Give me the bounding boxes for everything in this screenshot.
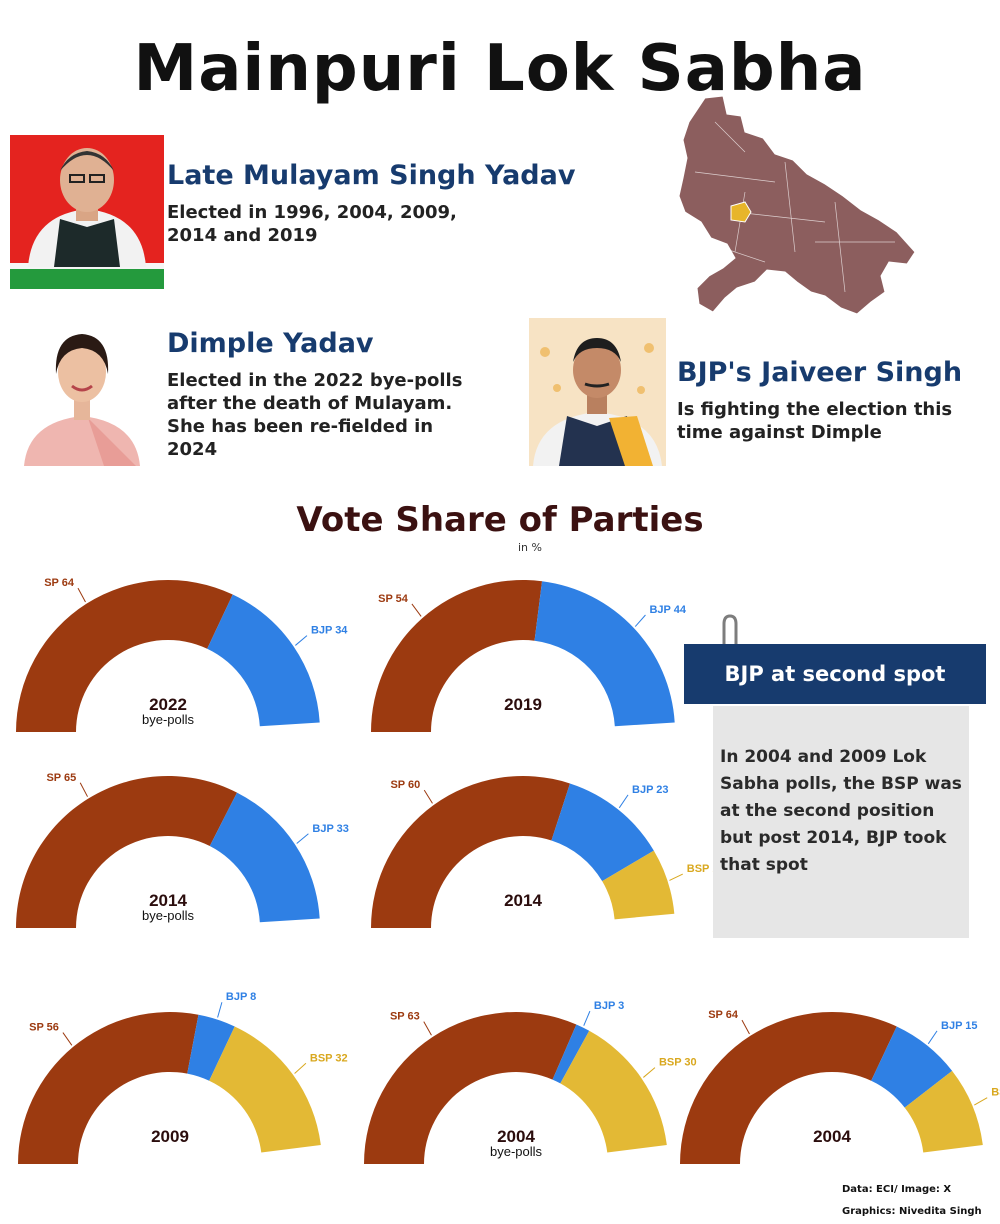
dimple-desc: Elected in the 2022 bye-polls after the … — [167, 370, 463, 460]
leader-line — [669, 873, 683, 881]
leader-line — [294, 1062, 307, 1074]
slice-label-bsp: BSP 30 — [659, 1057, 697, 1069]
slice-bjp — [187, 1014, 235, 1081]
mulayam-desc: Elected in 1996, 2004, 2009, 2014 and 20… — [167, 202, 457, 246]
slice-bjp — [551, 783, 654, 882]
slice-sp — [16, 580, 233, 732]
leader-line — [583, 1010, 591, 1026]
slice-bsp — [560, 1030, 667, 1153]
slice-label-bjp: BJP 15 — [941, 1020, 978, 1032]
slice-bsp — [904, 1070, 983, 1153]
chart-sublabel: bye-polls — [490, 1144, 543, 1159]
slice-bjp — [552, 1024, 590, 1084]
leader-line — [634, 614, 646, 627]
slice-label-bsp: BSP 17 — [991, 1087, 1000, 1099]
slice-label-sp: SP 56 — [29, 1022, 59, 1034]
slice-label-sp: SP 63 — [390, 1011, 420, 1023]
slice-label-sp: SP 64 — [708, 1009, 739, 1021]
slice-label-bjp: BJP 44 — [649, 604, 686, 616]
slice-label-bjp: BJP 33 — [312, 823, 349, 835]
callout-text: In 2004 and 2009 Lok Sabha polls, the BS… — [720, 747, 962, 875]
leader-line — [741, 1019, 750, 1035]
chart-title: Vote Share of Parties — [296, 500, 704, 540]
jaiveer-name: BJP's Jaiveer Singh — [677, 357, 963, 388]
slice-sp — [18, 1012, 199, 1164]
mulayam-name: Late Mulayam Singh Yadav — [167, 160, 576, 191]
slice-bjp — [871, 1026, 953, 1108]
credit-graphics: Graphics: Nivedita Singh — [842, 1206, 982, 1217]
half-donut-chart-4: SP 56 BJP 8 BSP 32 2009 — [18, 991, 348, 1164]
chart-year-label: 2004 — [813, 1127, 851, 1146]
dimple-name: Dimple Yadav — [167, 328, 374, 359]
leader-line — [423, 789, 433, 804]
leader-line — [77, 587, 86, 603]
half-donut-chart-1: SP 54 BJP 44 2019 — [371, 580, 687, 732]
jaiveer-photo — [529, 318, 666, 466]
slice-label-sp: SP 65 — [46, 772, 76, 784]
leader-line — [411, 603, 422, 617]
slice-label-bjp: BJP 8 — [226, 991, 256, 1003]
jaiveer-desc: Is fighting the election this time again… — [677, 399, 953, 443]
slice-bsp — [602, 850, 675, 920]
chart-year-label: 2004 — [497, 1127, 535, 1146]
leader-line — [927, 1030, 938, 1045]
credit-data: Data: ECI/ Image: X — [842, 1184, 952, 1195]
slice-sp — [364, 1012, 577, 1164]
leader-line — [643, 1067, 656, 1078]
slice-bjp — [209, 792, 320, 923]
leader-line — [618, 794, 629, 809]
uttar-pradesh-map — [675, 92, 925, 332]
slice-sp — [371, 580, 543, 732]
callout-box — [713, 706, 969, 938]
slice-label-sp: SP 64 — [44, 577, 75, 589]
slice-sp — [371, 775, 570, 928]
slice-sp — [16, 775, 238, 928]
chart-sublabel: bye-polls — [142, 908, 195, 923]
mulayam-photo — [10, 135, 164, 289]
slice-label-sp: SP 54 — [378, 593, 409, 605]
slice-bjp — [534, 581, 675, 727]
chart-year-label: 2022 — [149, 695, 187, 714]
leader-line — [62, 1032, 73, 1046]
slice-label-bsp: BSP 32 — [310, 1052, 348, 1064]
chart-year-label: 2019 — [504, 695, 542, 714]
half-donut-chart-6: SP 64 BJP 15 BSP 17 2004 — [680, 1009, 1000, 1164]
chart-sublabel: bye-polls — [142, 712, 195, 727]
callout-heading: BJP at second spot — [684, 644, 986, 704]
leader-line — [79, 782, 88, 797]
leader-line — [296, 833, 309, 844]
leader-line — [217, 1002, 223, 1018]
chart-year-label: 2009 — [151, 1127, 189, 1146]
dimple-photo — [18, 322, 146, 466]
slice-label-bjp: BJP 23 — [632, 784, 669, 796]
slice-label-bjp: BJP 34 — [311, 625, 348, 637]
chart-year-label: 2014 — [504, 891, 542, 910]
slice-sp — [680, 1012, 897, 1164]
leader-line — [423, 1021, 432, 1036]
leader-line — [295, 635, 308, 646]
slice-label-sp: SP 60 — [390, 779, 420, 791]
chart-year-label: 2014 — [149, 891, 187, 910]
leader-line — [974, 1097, 988, 1106]
slice-bsp — [209, 1026, 321, 1153]
page-title: Mainpuri Lok Sabha — [133, 32, 867, 106]
chart-subtitle: in % — [518, 541, 542, 554]
slice-bjp — [207, 594, 320, 727]
slice-label-bjp: BJP 3 — [594, 1000, 624, 1012]
